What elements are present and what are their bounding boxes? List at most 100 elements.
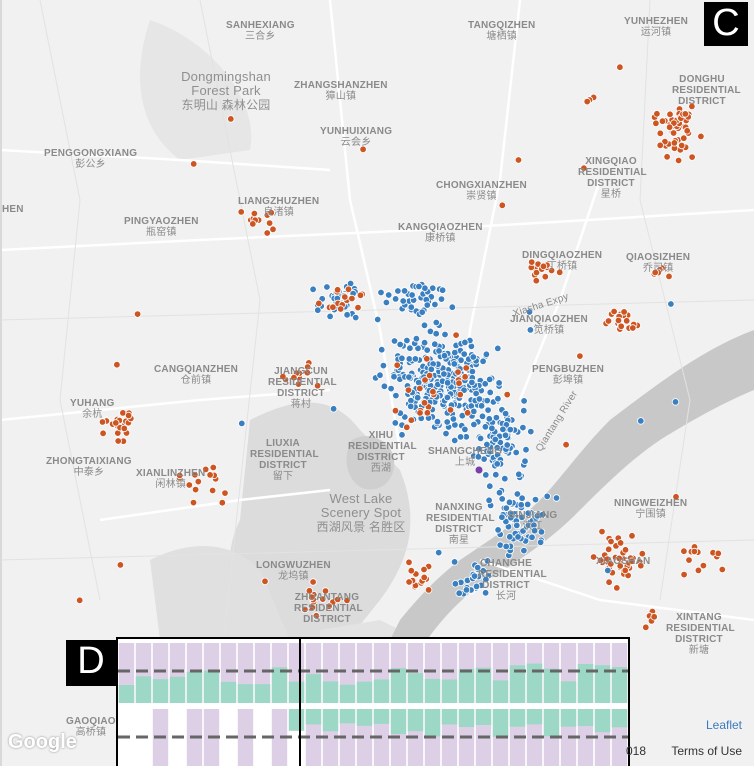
location-marker[interactable] xyxy=(124,411,133,420)
location-marker[interactable] xyxy=(531,495,540,504)
location-marker[interactable] xyxy=(524,500,532,509)
location-marker[interactable] xyxy=(483,440,491,449)
location-marker[interactable] xyxy=(455,589,463,597)
location-marker[interactable] xyxy=(420,321,429,329)
location-marker[interactable] xyxy=(440,370,448,378)
location-marker[interactable] xyxy=(623,317,631,325)
location-marker[interactable] xyxy=(521,457,529,465)
location-marker[interactable] xyxy=(261,577,269,585)
location-marker[interactable] xyxy=(656,129,664,137)
location-marker[interactable] xyxy=(539,262,548,270)
location-marker[interactable] xyxy=(653,110,661,118)
location-marker[interactable] xyxy=(514,156,523,164)
location-marker[interactable] xyxy=(341,293,349,301)
location-marker[interactable] xyxy=(494,526,502,534)
location-marker[interactable] xyxy=(424,586,433,594)
location-marker[interactable] xyxy=(420,399,429,407)
location-marker[interactable] xyxy=(484,406,492,414)
location-marker[interactable] xyxy=(191,485,200,494)
location-marker[interactable] xyxy=(607,560,615,568)
location-marker[interactable] xyxy=(356,291,365,299)
location-marker[interactable] xyxy=(319,595,327,603)
location-marker[interactable] xyxy=(663,153,671,161)
location-marker[interactable] xyxy=(323,283,331,291)
location-marker[interactable] xyxy=(530,527,539,535)
location-marker[interactable] xyxy=(666,110,674,118)
location-marker[interactable] xyxy=(329,405,338,413)
location-marker[interactable] xyxy=(674,156,683,165)
location-marker[interactable] xyxy=(596,556,605,565)
location-marker[interactable] xyxy=(525,308,534,316)
location-marker[interactable] xyxy=(507,514,515,522)
location-marker[interactable] xyxy=(449,415,458,423)
location-marker[interactable] xyxy=(390,373,398,381)
location-marker[interactable] xyxy=(494,344,502,353)
location-marker[interactable] xyxy=(451,580,460,588)
location-marker[interactable] xyxy=(652,119,660,127)
location-marker[interactable] xyxy=(421,284,429,292)
location-marker[interactable] xyxy=(536,538,545,546)
location-marker[interactable] xyxy=(604,317,613,325)
location-marker[interactable] xyxy=(120,424,128,433)
location-marker[interactable] xyxy=(699,561,708,570)
location-marker[interactable] xyxy=(562,441,570,449)
location-marker[interactable] xyxy=(513,521,521,530)
location-marker[interactable] xyxy=(431,300,439,309)
location-marker[interactable] xyxy=(474,453,483,461)
location-marker[interactable] xyxy=(470,572,479,580)
location-marker[interactable] xyxy=(343,311,351,319)
location-marker[interactable] xyxy=(488,424,496,432)
location-marker[interactable] xyxy=(493,460,501,468)
location-marker[interactable] xyxy=(503,441,511,449)
location-marker[interactable] xyxy=(420,339,429,347)
location-marker[interactable] xyxy=(472,582,481,591)
location-marker[interactable] xyxy=(392,391,400,400)
location-marker[interactable] xyxy=(475,395,484,403)
location-marker[interactable] xyxy=(427,365,435,373)
location-marker[interactable] xyxy=(433,418,442,426)
location-marker[interactable] xyxy=(407,402,415,411)
location-marker[interactable] xyxy=(543,492,551,500)
location-marker[interactable] xyxy=(400,287,409,295)
location-marker[interactable] xyxy=(538,510,547,519)
location-marker[interactable] xyxy=(267,208,275,217)
location-marker[interactable] xyxy=(651,268,659,277)
location-marker[interactable] xyxy=(498,495,506,503)
location-marker[interactable] xyxy=(379,361,388,370)
location-marker[interactable] xyxy=(425,371,434,380)
location-marker[interactable] xyxy=(472,389,480,398)
location-marker[interactable] xyxy=(99,429,107,437)
location-marker[interactable] xyxy=(218,499,226,507)
location-marker[interactable] xyxy=(432,318,440,327)
location-marker[interactable] xyxy=(451,436,459,445)
location-marker[interactable] xyxy=(498,513,506,521)
location-marker[interactable] xyxy=(269,225,277,233)
location-marker[interactable] xyxy=(456,433,465,441)
location-marker[interactable] xyxy=(405,578,413,586)
location-marker[interactable] xyxy=(418,308,426,316)
location-marker[interactable] xyxy=(613,584,621,592)
location-marker[interactable] xyxy=(455,379,463,387)
location-marker[interactable] xyxy=(348,294,356,303)
location-marker[interactable] xyxy=(518,494,526,502)
location-marker[interactable] xyxy=(637,417,645,425)
location-marker[interactable] xyxy=(486,482,494,490)
location-marker[interactable] xyxy=(189,498,198,507)
location-marker[interactable] xyxy=(250,209,259,218)
location-marker[interactable] xyxy=(681,110,689,118)
location-marker[interactable] xyxy=(614,316,623,325)
location-marker[interactable] xyxy=(312,612,320,620)
location-marker[interactable] xyxy=(532,268,541,277)
location-marker[interactable] xyxy=(479,357,487,365)
location-marker[interactable] xyxy=(352,313,360,322)
location-marker[interactable] xyxy=(412,335,421,343)
location-marker[interactable] xyxy=(680,547,688,555)
location-marker[interactable] xyxy=(528,258,536,266)
location-marker[interactable] xyxy=(405,373,413,381)
location-marker[interactable] xyxy=(307,593,316,601)
location-marker[interactable] xyxy=(501,431,510,439)
highlight-marker[interactable] xyxy=(475,466,483,474)
location-marker[interactable] xyxy=(414,394,422,402)
location-marker[interactable] xyxy=(313,382,322,390)
location-marker[interactable] xyxy=(294,380,303,388)
